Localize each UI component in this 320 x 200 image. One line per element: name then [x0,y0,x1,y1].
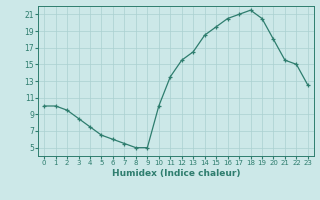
X-axis label: Humidex (Indice chaleur): Humidex (Indice chaleur) [112,169,240,178]
